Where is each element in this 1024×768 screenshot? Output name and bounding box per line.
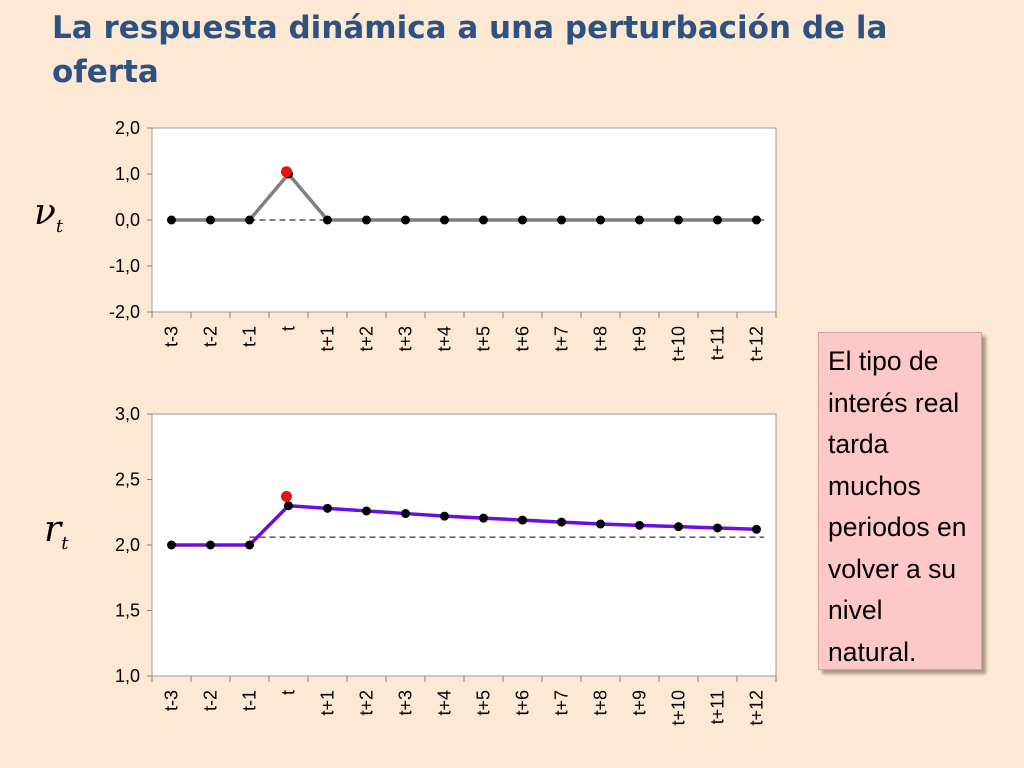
x-tick-label: t+10 (669, 690, 689, 726)
data-point (674, 215, 683, 225)
y-tick-label: 2,0 (115, 535, 140, 555)
data-point (323, 215, 332, 225)
data-point (245, 540, 254, 550)
data-point (323, 503, 332, 513)
data-point (206, 215, 215, 225)
data-point (401, 509, 410, 519)
data-point (167, 540, 176, 550)
x-tick-label: t+9 (630, 326, 650, 352)
chart-supply-shock: νt 2,0 1,0 0,0 -1,0 -2,0 t-3 t-2 t-1 t t+1 t+2 t+3 t… (34, 118, 777, 362)
data-point (284, 501, 293, 511)
highlight-point (281, 491, 292, 503)
x-tick-label: t+10 (669, 326, 689, 362)
data-point (713, 215, 722, 225)
y-tick-label: 1,5 (115, 601, 140, 621)
x-tick-label: t (279, 326, 299, 331)
x-tick-label: t+7 (552, 690, 572, 716)
x-tick-label: t-3 (162, 690, 182, 711)
data-point (245, 215, 254, 225)
data-point (635, 520, 644, 530)
y-tick-label: -2,0 (109, 302, 140, 322)
data-point (596, 519, 605, 529)
series-line (171, 503, 757, 547)
data-point (362, 506, 371, 516)
x-tick-label: t+8 (591, 690, 611, 716)
data-point (752, 215, 761, 225)
y-tick-label: 2,0 (115, 118, 140, 138)
plot-area (151, 413, 777, 677)
x-tick-label: t+1 (318, 326, 338, 352)
data-point (362, 215, 371, 225)
y-tick-label: 2,5 (115, 470, 140, 490)
data-point (479, 215, 488, 225)
x-tick-label: t+2 (357, 690, 377, 716)
y-tick-label: 0,0 (115, 210, 140, 230)
x-tick-label: t+12 (747, 326, 767, 362)
data-point (518, 215, 527, 225)
x-tick-label: t+1 (318, 690, 338, 716)
x-tick-label: t-2 (201, 326, 221, 347)
x-tick-label: t+3 (396, 690, 416, 716)
x-tick-label: t+8 (591, 326, 611, 352)
x-tick-label: t-2 (201, 690, 221, 711)
data-point (401, 215, 410, 225)
callout-box: El tipo de interés real tarda muchos per… (818, 332, 982, 670)
x-tick-label: t+11 (708, 326, 728, 360)
x-tick-label: t-1 (240, 690, 260, 711)
data-point (557, 215, 566, 225)
x-tick-label: t-3 (162, 326, 182, 347)
data-point (752, 524, 761, 534)
x-tick-label: t+4 (435, 690, 455, 716)
highlight-point (281, 166, 292, 178)
data-point (440, 215, 449, 225)
y-variable-label-r: rt (44, 509, 69, 554)
x-tick-label: t+5 (474, 690, 494, 716)
x-tick-label: t+11 (708, 690, 728, 724)
data-point (518, 515, 527, 525)
y-tick-label: 1,0 (115, 164, 140, 184)
x-tick-label: t+4 (435, 326, 455, 352)
y-tick-label: 3,0 (115, 404, 140, 424)
y-variable-label-nu: νt (34, 192, 64, 237)
x-tick-label: t+12 (747, 690, 767, 726)
data-point (596, 215, 605, 225)
x-tick-label: t+5 (474, 326, 494, 352)
series-line (171, 172, 757, 222)
x-tick-label: t+2 (357, 326, 377, 352)
data-point (557, 517, 566, 527)
x-tick-label: t+6 (513, 690, 533, 716)
chart-real-interest-rate: rt 3,0 2,5 2,0 1,5 1,0 t-3 t-2 t-1 t t+1 t+2 t+3 t+4… (44, 404, 777, 726)
y-tick-label: 1,0 (115, 666, 140, 686)
x-tick-label: t+3 (396, 326, 416, 352)
data-point (440, 511, 449, 521)
x-tick-label: t-1 (240, 326, 260, 347)
data-point (635, 215, 644, 225)
data-point (206, 540, 215, 550)
data-point (674, 522, 683, 532)
x-tick-label: t (279, 690, 299, 695)
x-tick-label: t+6 (513, 326, 533, 352)
data-point (167, 215, 176, 225)
x-tick-label: t+7 (552, 326, 572, 352)
data-point (479, 513, 488, 523)
data-point (713, 523, 722, 533)
slide-title: La respuesta dinámica a una perturbación… (52, 10, 888, 90)
y-tick-label: -1,0 (109, 256, 140, 276)
x-tick-label: t+9 (630, 690, 650, 716)
